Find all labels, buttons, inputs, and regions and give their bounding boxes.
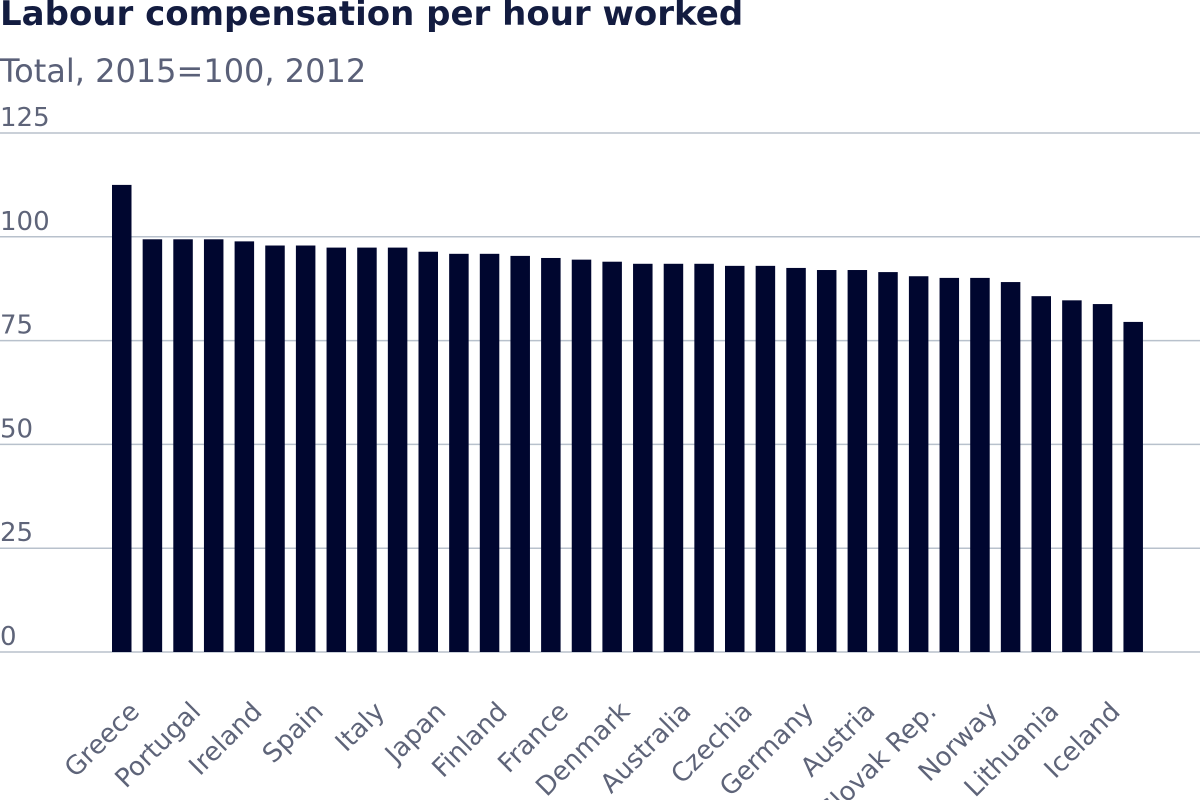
bars	[112, 184, 1143, 653]
bar	[1123, 321, 1143, 652]
y-tick-label: 125	[0, 103, 50, 133]
bar	[1062, 300, 1082, 652]
bar	[265, 245, 285, 652]
bar	[203, 239, 224, 653]
bar	[694, 263, 714, 652]
bar	[449, 253, 469, 652]
bar	[633, 263, 653, 652]
bar	[112, 184, 132, 652]
bar	[755, 265, 776, 652]
bar	[418, 251, 438, 652]
bar	[173, 239, 193, 653]
bar	[1031, 296, 1051, 652]
bar	[510, 255, 530, 652]
bar	[939, 277, 960, 652]
bar	[479, 253, 500, 652]
bar	[908, 276, 929, 652]
bar	[970, 277, 990, 652]
bar	[326, 247, 347, 652]
y-tick-label: 0	[0, 622, 17, 652]
bar	[357, 247, 377, 652]
chart-title: Labour compensation per hour worked	[0, 0, 744, 34]
bar	[786, 267, 806, 652]
y-tick-label: 25	[0, 518, 33, 548]
y-tick-label: 50	[0, 414, 33, 444]
y-tick-label: 100	[0, 207, 50, 237]
x-tick-label: Spain	[257, 697, 330, 770]
chart-subtitle: Total, 2015=100, 2012	[0, 52, 367, 90]
gridlines	[0, 132, 1200, 653]
bar	[142, 239, 163, 653]
bar	[602, 261, 622, 652]
bar	[663, 263, 684, 652]
bar	[847, 270, 868, 652]
bar	[1092, 304, 1113, 652]
bar	[878, 272, 898, 652]
bar	[816, 270, 837, 652]
y-axis-tick-labels: 0 25 50 75 100 125	[0, 103, 50, 652]
bar	[725, 265, 745, 652]
bar	[234, 241, 255, 652]
bar	[571, 259, 592, 652]
bar	[387, 247, 408, 652]
y-tick-label: 75	[0, 311, 33, 341]
bar	[295, 245, 316, 652]
bar	[541, 257, 561, 652]
bar	[1000, 282, 1021, 652]
